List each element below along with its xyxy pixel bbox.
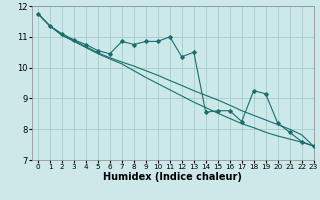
X-axis label: Humidex (Indice chaleur): Humidex (Indice chaleur) [103, 172, 242, 182]
